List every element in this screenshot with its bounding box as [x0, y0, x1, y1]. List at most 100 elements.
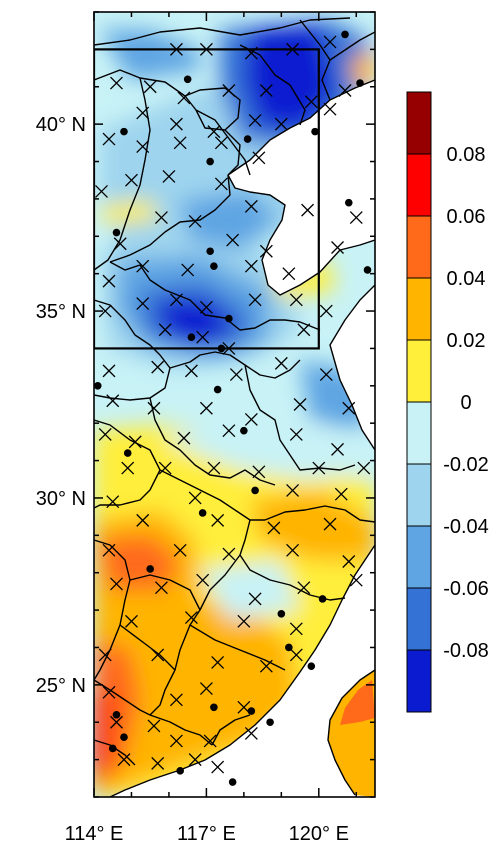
- station-cross-marker: [289, 293, 303, 307]
- field-yellow-patch-1: [100, 200, 160, 225]
- station-cross-marker: [289, 622, 303, 636]
- border-henan-1: [94, 299, 171, 401]
- lat-tick-label: 35° N: [36, 301, 86, 323]
- station-cross-marker: [248, 293, 262, 307]
- station-cross-marker: [106, 394, 120, 408]
- station-dot-marker: [318, 595, 327, 603]
- coastline-jiangsu: [329, 284, 375, 451]
- station-cross-marker: [214, 177, 228, 191]
- colorbar-label: 0.02: [447, 330, 486, 352]
- colorbar-label: 0.04: [447, 268, 486, 290]
- lon-tick-label: 120° E: [289, 823, 349, 845]
- station-cross-marker: [211, 513, 225, 527]
- station-cross-marker: [349, 211, 363, 225]
- station-cross-marker: [274, 356, 288, 370]
- station-cross-marker: [162, 170, 176, 183]
- station-cross-marker: [158, 323, 172, 337]
- station-cross-marker: [334, 487, 348, 501]
- station-cross-marker: [259, 659, 273, 673]
- colorbar-bin: [406, 277, 432, 341]
- station-cross-marker: [110, 715, 123, 729]
- border-jx-inner: [129, 574, 201, 611]
- station-cross-marker: [244, 259, 258, 273]
- station-dot-marker: [198, 509, 207, 517]
- colorbar-label: -0.06: [443, 578, 489, 600]
- station-cross-marker: [169, 693, 183, 707]
- colorbar-label: -0.02: [443, 454, 489, 476]
- border-jiangxi-south: [119, 624, 176, 671]
- station-dot-marker: [123, 449, 132, 457]
- station-dot-marker: [251, 486, 259, 495]
- border-liaoning: [299, 19, 375, 61]
- station-cross-marker: [248, 592, 262, 606]
- station-dot-markers: [94, 30, 372, 786]
- station-cross-marker: [136, 259, 150, 273]
- station-cross-marker: [286, 543, 300, 557]
- station-cross-marker: [323, 517, 337, 531]
- border-zhejiang: [264, 505, 375, 523]
- station-cross-marker: [222, 424, 236, 438]
- station-cross-marker: [173, 543, 187, 557]
- border-henan-shandong: [109, 261, 321, 331]
- station-dot-marker: [266, 718, 274, 727]
- station-dot-marker: [277, 610, 286, 618]
- sea-bohai: [228, 80, 375, 295]
- station-cross-marker: [188, 214, 202, 228]
- station-cross-marker: [199, 682, 213, 696]
- significant-station-markers: [95, 35, 371, 774]
- border-anhui-jiangsu: [244, 364, 356, 471]
- station-dot-marker: [225, 314, 233, 323]
- station-cross-marker: [282, 267, 296, 281]
- station-cross-marker: [244, 199, 258, 213]
- station-cross-marker: [222, 84, 236, 97]
- station-cross-marker: [252, 465, 266, 479]
- colorbar-bin: [406, 587, 432, 651]
- border-hebei-liaoning: [239, 44, 306, 126]
- station-dot-marker: [206, 157, 214, 166]
- colorbar-bin: [406, 525, 432, 589]
- colorbar-bin: [406, 649, 432, 713]
- station-cross-marker: [154, 581, 168, 595]
- station-cross-marker: [98, 304, 112, 318]
- station-cross-marker: [222, 547, 236, 561]
- station-cross-marker: [357, 461, 371, 475]
- station-dot-marker: [311, 127, 319, 136]
- lon-tick-label: 117° E: [177, 823, 236, 845]
- station-cross-marker: [102, 364, 116, 378]
- station-cross-marker: [121, 461, 135, 475]
- map-area: [94, 12, 375, 797]
- station-cross-marker: [199, 300, 213, 314]
- station-cross-marker: [196, 573, 210, 587]
- station-cross-marker: [274, 117, 288, 131]
- station-dot-marker: [341, 30, 349, 39]
- station-cross-marker: [248, 113, 262, 127]
- station-cross-marker: [237, 614, 251, 628]
- station-cross-marker: [169, 117, 183, 131]
- map-frame: [93, 11, 376, 798]
- province-boundaries: [94, 17, 375, 797]
- station-cross-marker: [110, 577, 123, 591]
- station-dot-marker: [120, 733, 128, 741]
- border-liaoning-2: [321, 59, 331, 101]
- station-cross-marker: [229, 368, 243, 382]
- axis-ticks: [93, 11, 375, 798]
- station-dot-marker: [210, 703, 218, 712]
- station-cross-marker: [136, 106, 150, 120]
- station-cross-marker: [211, 760, 225, 774]
- coastline-shandong: [227, 174, 375, 296]
- sea-areas: [110, 80, 375, 797]
- lon-tick-label: 114° E: [65, 823, 124, 845]
- colorbar-label: -0.08: [443, 640, 489, 662]
- station-dot-marker: [356, 79, 364, 87]
- station-cross-marker: [293, 398, 307, 411]
- colorbar: [406, 91, 432, 713]
- station-cross-marker: [349, 573, 363, 587]
- field-orange-east: [250, 490, 375, 560]
- station-cross-marker: [98, 648, 112, 662]
- station-cross-marker: [125, 173, 138, 187]
- coastline-southeast: [109, 544, 375, 797]
- station-dot-marker: [228, 778, 237, 786]
- region-box: [94, 48, 320, 350]
- station-cross-marker: [304, 95, 318, 109]
- border-anhui-north: [169, 351, 301, 379]
